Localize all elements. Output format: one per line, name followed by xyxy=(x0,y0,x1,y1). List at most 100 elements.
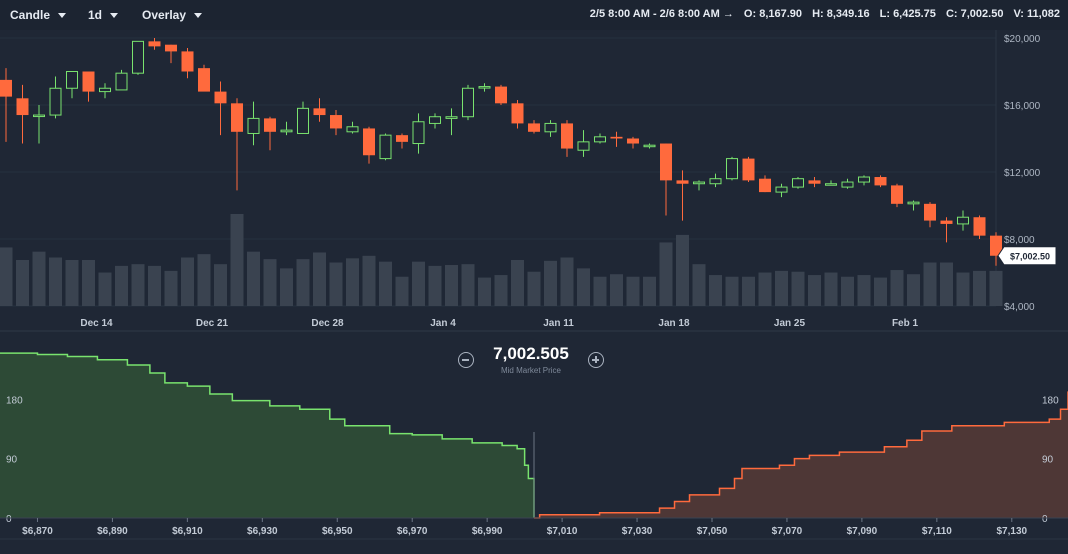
volume-bar xyxy=(824,272,838,306)
x-tick-label: $7,050 xyxy=(697,526,728,537)
ask-depth-line xyxy=(534,391,1068,519)
candle-body xyxy=(280,129,293,133)
candle-body xyxy=(940,220,953,224)
volume-bar xyxy=(791,271,805,306)
x-tick-label: $7,070 xyxy=(772,526,803,537)
volume-bar xyxy=(643,276,656,306)
open-value: O: 8,167.90 xyxy=(743,8,803,20)
candle-body xyxy=(264,118,276,132)
chevron-down-icon xyxy=(194,12,203,18)
volume-bar xyxy=(164,270,178,306)
candle-body xyxy=(429,116,441,124)
chart-type-label: Candle xyxy=(10,8,51,22)
y-tick-label: $8,000 xyxy=(1004,235,1035,246)
volume-bar xyxy=(874,277,887,306)
volume-bar xyxy=(593,276,607,306)
x-tick-label: $7,110 xyxy=(922,526,952,537)
candle-body xyxy=(759,178,771,193)
last-price-label: $7,002.50 xyxy=(1010,251,1050,261)
candle-body xyxy=(346,126,359,133)
x-tick-label: $6,890 xyxy=(97,526,128,537)
volume-bar xyxy=(659,242,673,306)
volume-bar xyxy=(709,275,722,306)
y-tick-label: $16,000 xyxy=(1004,101,1041,112)
y-tick-label-left: 90 xyxy=(6,455,18,466)
x-tick-label: $6,950 xyxy=(322,526,353,537)
volume-bar xyxy=(445,265,458,306)
candle-body xyxy=(792,178,804,188)
volume-value: V: 11,082 xyxy=(1013,8,1061,20)
candle-body xyxy=(82,71,95,92)
candle-body xyxy=(924,203,936,221)
candle-body xyxy=(643,144,656,148)
candle-body xyxy=(973,217,986,236)
volume-bar xyxy=(0,247,13,306)
candle-body xyxy=(693,181,705,185)
mid-market-value: 7,002.505 xyxy=(493,344,569,363)
volume-bar xyxy=(82,260,95,306)
price-chart[interactable]: $4,000 $8,000 $12,000 $16,000 $20,000 Dec 14 D… xyxy=(0,30,1068,332)
candle-body xyxy=(99,87,111,93)
chart-toolbar: Candle 1d Overlay 2/5 8:00 AM - 2/6 8:00… xyxy=(0,0,1068,31)
y-tick-label-left: 180 xyxy=(6,395,23,406)
candle-body xyxy=(231,103,243,132)
candle-body xyxy=(33,114,45,118)
y-tick-label-right: 0 xyxy=(1042,514,1048,525)
chart-type-dropdown[interactable]: Candle xyxy=(10,8,67,22)
volume-bar xyxy=(676,234,689,306)
volume-bar xyxy=(181,257,194,306)
x-tick-label: Jan 11 xyxy=(543,318,574,329)
overlay-dropdown[interactable]: Overlay xyxy=(142,8,203,22)
candle-body xyxy=(676,180,689,184)
zoom-in-button[interactable] xyxy=(588,352,604,368)
volume-bar xyxy=(280,268,293,306)
candle-body xyxy=(511,103,524,124)
x-tick-label: Feb 1 xyxy=(892,318,919,329)
ask-depth-area xyxy=(534,391,1068,518)
candle-body xyxy=(495,86,507,104)
volume-bar xyxy=(313,252,326,306)
candle-body xyxy=(115,72,128,91)
candle-body xyxy=(825,183,837,186)
x-tick-label: $6,990 xyxy=(472,526,503,537)
interval-dropdown[interactable]: 1d xyxy=(88,8,119,22)
time-range: 2/5 8:00 AM - 2/6 8:00 AM → xyxy=(589,8,734,20)
candle-body xyxy=(627,138,639,144)
volume-bar xyxy=(923,262,937,306)
volume-bar xyxy=(940,262,953,306)
candle-body xyxy=(709,178,722,185)
candle-body xyxy=(313,108,326,116)
candle-body xyxy=(297,107,309,134)
candle-body xyxy=(148,41,161,47)
volume-bar xyxy=(841,276,854,306)
volume-bar xyxy=(692,264,706,306)
interval-label: 1d xyxy=(88,8,103,22)
volume-bar xyxy=(98,272,112,306)
mid-market-label: Mid Market Price xyxy=(500,366,561,375)
x-tick-label: $6,970 xyxy=(397,526,428,537)
volume-bar xyxy=(32,251,46,306)
candle-body xyxy=(478,86,491,89)
x-tick-label: Dec 28 xyxy=(311,318,344,329)
candle-body xyxy=(808,180,821,184)
volume-bar xyxy=(131,264,145,306)
volume-bar xyxy=(148,265,161,306)
y-tick-label-right: 90 xyxy=(1042,455,1054,466)
zoom-out-button[interactable] xyxy=(458,352,474,368)
x-tick-label: Dec 14 xyxy=(80,318,113,329)
close-value: C: 7,002.50 xyxy=(945,8,1004,20)
high-value: H: 8,349.16 xyxy=(812,8,870,20)
candle-body xyxy=(957,216,969,225)
volume-bar xyxy=(973,270,986,306)
candle-body xyxy=(412,121,425,145)
candle-body xyxy=(891,185,903,204)
candle-body xyxy=(544,122,557,133)
depth-chart[interactable]: 0 0 90 90 180 180 $6,870 $6,890 $6,910 $6,930 $6,9… xyxy=(0,332,1068,554)
candle-body xyxy=(462,87,474,118)
bid-depth-line xyxy=(0,352,535,518)
volume-bar xyxy=(16,260,29,306)
x-tick-label: Dec 21 xyxy=(196,318,229,329)
volume-bar xyxy=(362,255,376,306)
candle-body xyxy=(214,91,227,104)
y-tick-label: $4,000 xyxy=(1004,302,1035,313)
